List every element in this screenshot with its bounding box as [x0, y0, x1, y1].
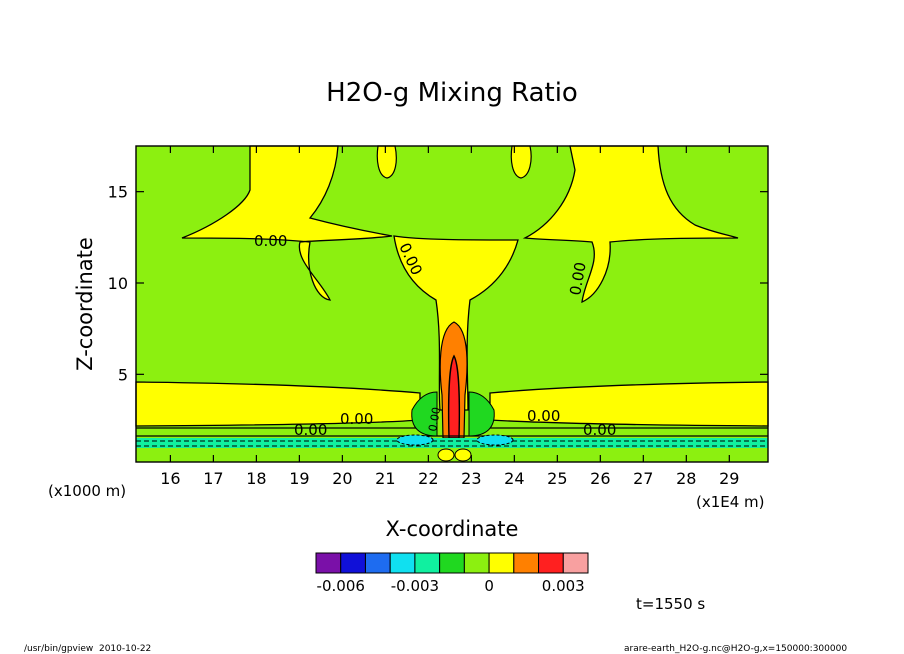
lobe-left	[411, 391, 438, 437]
colorbar-tick-label: -0.003	[391, 577, 439, 595]
contour-label: 0.00	[294, 421, 327, 439]
time-label: t=1550 s	[636, 595, 705, 613]
colorbar-swatch	[315, 552, 342, 574]
footer-right: arare-earth_H2O-g.nc@H2O-g,x=150000:3000…	[624, 644, 847, 654]
colorbar-swatch	[463, 552, 490, 574]
contour-label: 0.00	[527, 407, 560, 425]
y-tick-label: 5	[118, 365, 128, 384]
lobe-right	[468, 391, 495, 437]
x-tick-label: 21	[375, 469, 395, 488]
red-core	[447, 354, 461, 439]
x-axis-title: X-coordinate	[386, 517, 519, 541]
x-tick-label: 20	[332, 469, 352, 488]
colorbar	[315, 552, 589, 574]
y-unit-label: (x1000 m)	[48, 482, 126, 500]
x-tick-label: 24	[504, 469, 524, 488]
x-tick-label: 25	[547, 469, 567, 488]
contour-label: 0.00	[254, 232, 287, 250]
colorbar-swatch	[340, 552, 366, 574]
x-tick-label: 23	[461, 469, 481, 488]
lowest-layer	[136, 438, 768, 448]
cyan-blob-right	[476, 434, 514, 446]
colorbar-swatch	[414, 552, 441, 574]
x-unit-label: (x1E4 m)	[696, 493, 765, 511]
chart-title: H2O-g Mixing Ratio	[326, 78, 578, 108]
colorbar-swatch	[562, 552, 589, 574]
contour-label: 0.00	[583, 421, 616, 439]
y-axis-title: Z-coordinate	[73, 237, 97, 371]
surface-bubble-right	[454, 448, 472, 462]
x-tick-label: 18	[246, 469, 266, 488]
plot-frame	[135, 145, 769, 463]
x-tick-label: 29	[719, 469, 739, 488]
x-tick-label: 17	[203, 469, 223, 488]
colorbar-tick-label: 0	[484, 577, 494, 595]
colorbar-swatch	[439, 552, 465, 574]
contour-labels: 0.00 0.00 0.00 0.00 0.00 0.00 0.00 0.00	[254, 232, 616, 439]
y-tick-label: 15	[108, 183, 128, 202]
x-tick-label: 26	[590, 469, 610, 488]
colorbar-labels: -0.006 -0.003 0 0.003	[317, 577, 585, 595]
contour-label: 0.00	[566, 261, 590, 297]
colorbar-swatch	[389, 552, 416, 574]
colorbar-swatch	[538, 552, 564, 574]
colorbar-swatch	[364, 552, 391, 574]
colorbar-swatch	[513, 552, 540, 574]
surface-bubble-left	[437, 448, 455, 462]
contour-label: 0.00	[426, 406, 443, 432]
x-axis: 16 17 18 19 20 21 22 23 24 25 26 27 28 29	[160, 146, 739, 488]
colorbar-tick-label: 0.003	[542, 577, 585, 595]
contour-label: 0.00	[340, 410, 373, 428]
colorbar-swatch	[488, 552, 515, 574]
footer-left: /usr/bin/gpview 2010-10-22	[24, 644, 151, 654]
upper-right-plume	[522, 145, 739, 304]
top-bubble-left	[376, 145, 397, 179]
x-tick-label: 19	[289, 469, 309, 488]
x-tick-label: 27	[633, 469, 653, 488]
y-axis: 5 10 15	[108, 183, 768, 384]
x-tick-label: 16	[160, 469, 180, 488]
upper-left-plume	[181, 145, 393, 301]
y-tick-label: 10	[108, 274, 128, 293]
top-bubble-right	[510, 145, 532, 179]
colorbar-tick-label: -0.006	[317, 577, 365, 595]
plot-area: 0.00 0.00 0.00 0.00 0.00 0.00 0.00 0.00	[135, 145, 769, 463]
x-tick-label: 28	[676, 469, 696, 488]
cyan-blob-left	[396, 434, 434, 446]
x-tick-label: 22	[418, 469, 438, 488]
